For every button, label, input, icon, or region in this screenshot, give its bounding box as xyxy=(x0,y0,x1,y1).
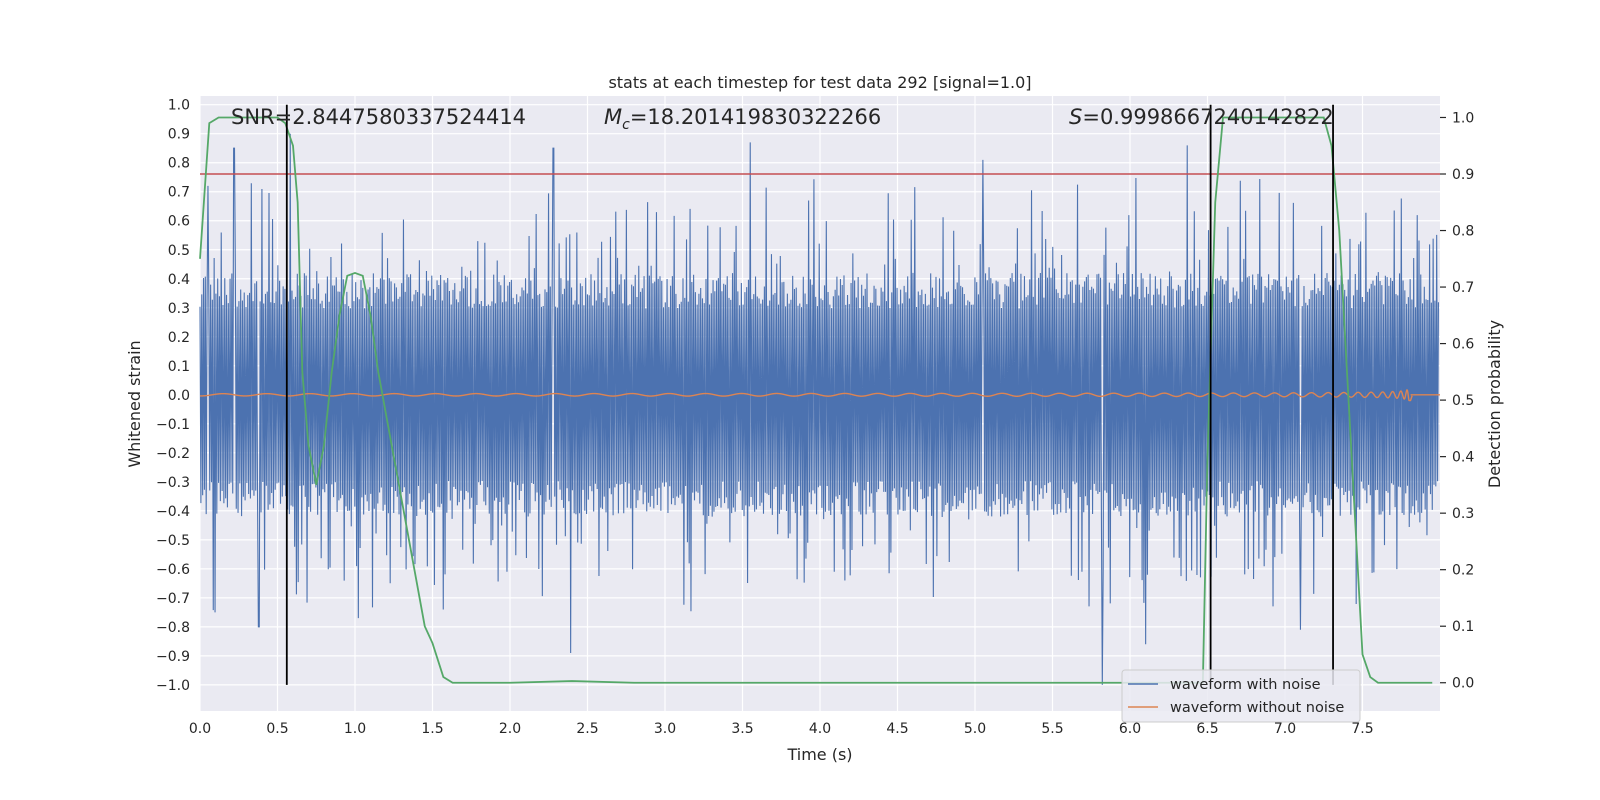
chirp-mass-annotation: Mc=18.201419830322266 xyxy=(604,105,881,133)
x-tick-label: 7.5 xyxy=(1351,721,1373,737)
tick-labels: −1.0 −0.9 −0.8 −0.7 −0.6 −0.5 −0.4 −0.3 −0.2 −0.1… xyxy=(156,98,1474,737)
x-tick-label: 7.0 xyxy=(1274,721,1296,737)
y-right-tick-label: 0.3 xyxy=(1452,506,1474,522)
chirp-mass-subscript: c xyxy=(622,117,630,133)
x-tick-label: 5.5 xyxy=(1041,721,1063,737)
chirp-mass-value: =18.201419830322266 xyxy=(630,105,881,129)
legend-box xyxy=(1121,669,1361,723)
legend: waveform with noise waveform without noi… xyxy=(1121,669,1361,723)
y-right-tick-label: 0.8 xyxy=(1452,224,1474,240)
x-tick-label: 4.0 xyxy=(809,721,831,737)
y-axis-label: Whitened strain xyxy=(125,340,144,467)
y-right-tick-label: 1.0 xyxy=(1452,110,1474,126)
x-tick-label: 4.5 xyxy=(886,721,908,737)
y-tick-label: −0.8 xyxy=(156,620,190,636)
y-tick-label: −0.4 xyxy=(156,504,190,520)
y-right-tick-label: 0.5 xyxy=(1452,393,1474,409)
snr-annotation: SNR=2.8447580337524414 xyxy=(231,105,526,129)
y-tick-label: 0.8 xyxy=(168,156,190,172)
x-axis-label: Time (s) xyxy=(786,745,852,764)
y-tick-label: 0.3 xyxy=(168,301,190,317)
y-right-tick-label: 0.1 xyxy=(1452,619,1474,635)
y-tick-label: 0.4 xyxy=(168,272,190,288)
y-tick-label: −0.6 xyxy=(156,562,190,578)
y-axis-right-label: Detection probability xyxy=(1485,320,1504,488)
y-right-tick-label: 0.4 xyxy=(1452,450,1474,466)
x-tick-label: 6.5 xyxy=(1196,721,1218,737)
legend-label-clean: waveform without noise xyxy=(1170,700,1344,716)
series-detection-probability xyxy=(199,116,1433,684)
y-tick-label: −0.9 xyxy=(156,649,190,665)
x-tick-label: 6.0 xyxy=(1119,721,1141,737)
y-tick-label: 0.2 xyxy=(168,330,190,346)
y-tick-label: −1.0 xyxy=(156,678,190,694)
y-tick-label: −0.3 xyxy=(156,475,190,491)
y-tick-label: 0.9 xyxy=(168,127,190,143)
chirp-mass-symbol: M xyxy=(604,105,622,129)
y-tick-label: 0.1 xyxy=(168,359,190,375)
legend-label-noise: waveform with noise xyxy=(1170,677,1321,693)
y-right-tick-label: 0.2 xyxy=(1452,563,1474,579)
score-symbol: S xyxy=(1069,105,1082,129)
y-tick-label: −0.7 xyxy=(156,591,190,607)
y-right-tick-label: 0.7 xyxy=(1452,280,1474,296)
y-tick-label: −0.2 xyxy=(156,446,190,462)
chart-title: stats at each timestep for test data 292… xyxy=(608,73,1031,92)
y-tick-label: 0.7 xyxy=(168,185,190,201)
x-tick-label: 1.0 xyxy=(344,721,366,737)
y-right-tick-label: 0.0 xyxy=(1452,676,1474,692)
y-right-tick-label: 0.9 xyxy=(1452,167,1474,183)
series-waveform-with-noise xyxy=(199,133,1439,685)
x-tick-label: 1.5 xyxy=(421,721,443,737)
y-tick-label: 0.6 xyxy=(168,214,190,230)
y-tick-label: −0.1 xyxy=(156,417,190,433)
y-tick-label: 0.0 xyxy=(168,388,190,404)
x-tick-label: 2.5 xyxy=(576,721,598,737)
x-tick-label: 5.0 xyxy=(964,721,986,737)
y-tick-label: 1.0 xyxy=(168,98,190,114)
x-tick-label: 3.5 xyxy=(731,721,753,737)
x-tick-label: 0.0 xyxy=(189,721,211,737)
overlays xyxy=(199,104,1440,685)
x-tick-label: 0.5 xyxy=(266,721,288,737)
score-annotation: S=0.9998667240142822 xyxy=(1069,105,1334,129)
y-tick-label: 0.5 xyxy=(168,243,190,259)
score-value: =0.9998667240142822 xyxy=(1082,105,1333,129)
x-tick-label: 2.0 xyxy=(499,721,521,737)
x-tick-label: 3.0 xyxy=(654,721,676,737)
y-tick-label: −0.5 xyxy=(156,533,190,549)
y-right-tick-label: 0.6 xyxy=(1452,337,1474,353)
